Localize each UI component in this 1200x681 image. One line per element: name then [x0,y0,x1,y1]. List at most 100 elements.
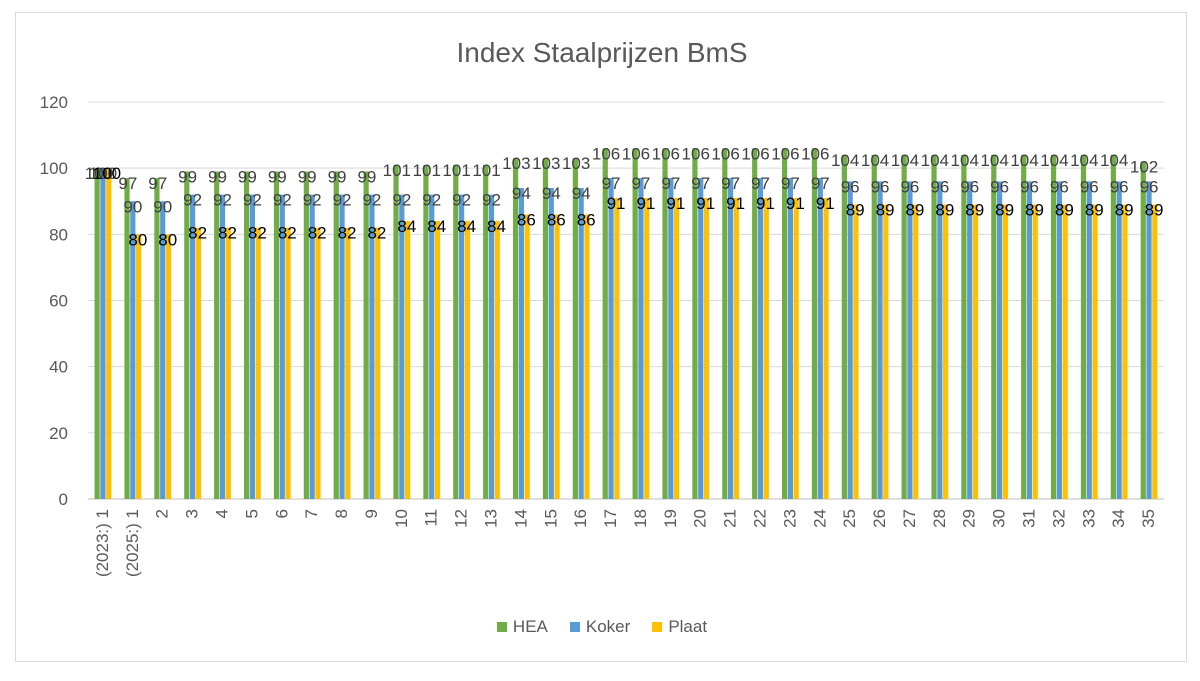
bar-plaat [1122,204,1128,499]
bar-koker [1116,181,1122,499]
data-label-koker: 96 [1110,177,1129,196]
bar-plaat [375,227,381,499]
data-label-plaat: 89 [995,201,1014,220]
data-label-plaat: 91 [636,194,655,213]
data-label-hea: 99 [178,167,197,186]
legend-swatch [496,622,507,632]
data-label-koker: 92 [452,191,471,210]
bar-koker [937,181,943,499]
data-label-koker: 94 [512,184,531,203]
bar-plaat [225,227,231,499]
bar-koker [100,168,106,499]
x-tick-label: 30 [990,509,1009,528]
x-tick-label: 17 [601,509,620,528]
data-label-hea: 101 [413,161,441,180]
bar-plaat [703,197,710,500]
bar-plaat [285,227,291,499]
bar-hea [632,148,638,500]
bar-koker [967,181,973,499]
x-tick-label: 2 [153,509,172,518]
data-label-koker: 92 [422,191,441,210]
bar-hea [214,171,220,499]
bar-hea [722,148,728,500]
data-label-hea: 106 [682,144,710,163]
bar-koker [249,194,255,499]
bar-koker [279,194,285,499]
data-label-koker: 97 [602,174,621,193]
bar-plaat [434,221,441,499]
x-tick-label: 15 [541,509,560,528]
x-tick-label: 34 [1109,509,1128,528]
data-label-hea: 106 [801,144,829,163]
x-tick-label: (2025:) 1 [123,509,142,577]
bar-hea [1021,154,1027,499]
bar-koker [608,178,614,499]
bar-koker [1026,181,1033,499]
data-label-plaat: 82 [248,224,267,243]
data-label-plaat: 82 [188,224,207,243]
data-label-plaat: 89 [846,201,865,220]
x-tick-label: 22 [751,509,770,528]
data-label-koker: 97 [781,174,800,193]
data-label-koker: 96 [990,177,1009,196]
legend-label: HEA [512,617,548,636]
bar-plaat [1152,204,1158,499]
data-label-hea: 97 [118,174,137,193]
x-tick-label: 35 [1139,509,1158,528]
data-label-hea: 101 [442,161,470,180]
chart-frame: Index Staalprijzen BmS 0 20 40 60 80 100 120 (2… [15,12,1187,662]
data-label-plaat: 91 [666,194,685,213]
bar-hea [692,148,698,500]
bar-koker [399,194,405,499]
data-label-plaat: 89 [1115,201,1134,220]
bar-koker [847,181,853,499]
bar-koker [518,188,524,499]
data-label-hea: 104 [1040,151,1068,170]
bar-hea [423,164,429,499]
data-label-plaat: 84 [397,217,416,236]
data-label-plaat: 100 [93,164,121,183]
bar-hea [931,154,937,499]
data-label-hea: 97 [148,174,167,193]
bar-koker [787,178,793,499]
data-label-plaat: 89 [1145,201,1164,220]
x-tick-label: 16 [571,509,590,528]
bar-plaat [763,197,769,500]
bar-plaat [315,227,321,499]
x-tick-label: 14 [511,509,530,528]
data-label-hea: 99 [328,167,347,186]
data-label-koker: 90 [123,197,142,216]
x-tick-label: (2023:) 1 [93,509,112,577]
bar-hea [184,171,190,499]
data-label-hea: 99 [268,167,287,186]
data-label-koker: 92 [273,191,292,210]
bar-plaat [913,204,919,499]
bar-koker [638,178,644,499]
bar-plaat [853,204,859,499]
bar-plaat [733,197,740,500]
data-label-plaat: 84 [457,217,476,236]
x-tick-label: 29 [960,509,979,528]
x-tick-label: 8 [332,509,351,518]
bar-koker [1056,181,1062,499]
data-label-plaat: 91 [756,194,775,213]
data-label-plaat: 89 [876,201,895,220]
bar-koker [339,194,345,499]
data-label-koker: 92 [392,191,411,210]
data-label-plaat: 82 [308,224,327,243]
x-tick-label: 32 [1049,509,1068,528]
bar-plaat [614,197,620,500]
legend-label: Koker [585,617,631,636]
data-label-plaat: 84 [487,217,506,236]
data-label-hea: 104 [891,151,919,170]
data-label-koker: 96 [1050,177,1069,196]
data-label-hea: 101 [383,161,411,180]
data-label-plaat: 86 [517,210,536,229]
data-label-plaat: 89 [935,201,954,220]
data-label-hea: 99 [298,167,317,186]
bar-plaat [584,214,590,499]
bar-hea [542,158,549,499]
data-label-plaat: 80 [158,230,177,249]
data-label-koker: 92 [303,191,322,210]
bar-plaat [972,204,979,499]
